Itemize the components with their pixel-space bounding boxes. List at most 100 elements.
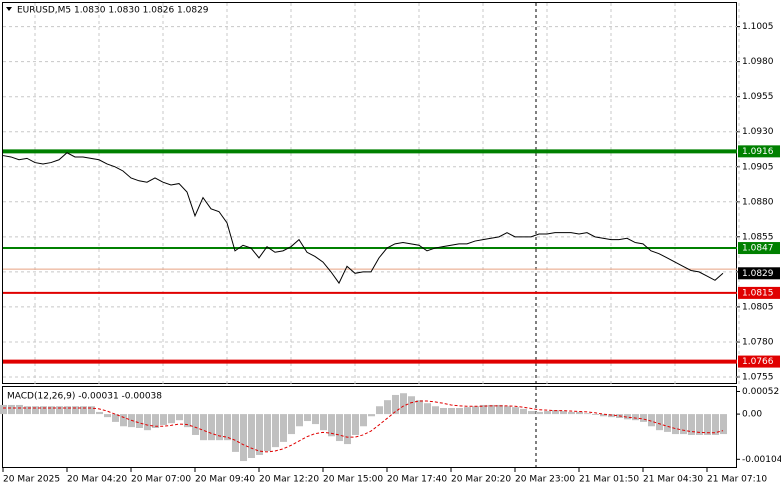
x-tick-label: 21 Mar 07:10 <box>707 475 767 485</box>
macd-bar <box>176 414 183 421</box>
macd-bar <box>400 393 407 415</box>
macd-bar <box>600 414 607 417</box>
chart-title: EURUSD,M5 1.0830 1.0830 1.0826 1.0829 <box>17 6 209 16</box>
macd-bar <box>384 400 391 415</box>
macd-bar <box>624 414 631 420</box>
macd-bar <box>544 411 551 415</box>
x-tick-label: 20 Mar 20:20 <box>451 475 511 485</box>
macd-bar <box>576 411 583 415</box>
macd-bar <box>64 406 71 415</box>
x-tick-label: 20 Mar 15:00 <box>323 475 383 485</box>
macd-bar <box>416 400 423 415</box>
level-label: 1.0916 <box>742 147 774 157</box>
macd-bar <box>160 414 167 425</box>
level-label-box <box>738 267 780 280</box>
macd-bar <box>288 414 295 435</box>
macd-bar <box>392 394 399 415</box>
macd-bar <box>88 406 95 415</box>
macd-bar <box>144 414 151 431</box>
signal-line <box>3 400 724 453</box>
macd-bar <box>112 414 119 422</box>
macd-bar <box>16 404 23 415</box>
y-tick-label: 1.0855 <box>742 232 774 242</box>
macd-bar <box>352 414 359 435</box>
macd-bar <box>264 414 271 452</box>
y-tick-label: -0.00104 <box>742 455 781 465</box>
macd-bar <box>152 414 159 428</box>
macd-bar <box>200 414 207 441</box>
macd-bar <box>376 406 383 415</box>
macd-bar <box>208 414 215 441</box>
macd-bar <box>192 414 199 435</box>
macd-bar <box>0 404 7 415</box>
macd-bar <box>424 403 431 415</box>
macd-bar <box>304 414 311 422</box>
macd-bar <box>672 414 679 435</box>
macd-bar <box>480 404 487 415</box>
x-tick-label: 20 Mar 09:40 <box>195 475 255 485</box>
macd-bar <box>456 408 463 415</box>
macd-bar <box>8 404 15 415</box>
macd-bar <box>712 414 719 435</box>
macd-bar <box>560 411 567 415</box>
level-label: 1.0847 <box>742 244 774 254</box>
macd-bar <box>368 414 375 417</box>
x-tick-label: 20 Mar 2025 <box>3 475 60 485</box>
y-tick-label: 1.0780 <box>742 337 774 347</box>
macd-bar <box>528 411 535 415</box>
macd-bar <box>704 414 711 435</box>
macd-bar <box>696 414 703 435</box>
x-tick-label: 21 Mar 01:50 <box>579 475 639 485</box>
y-tick-label: 0.00 <box>742 410 762 420</box>
macd-bar <box>552 410 559 415</box>
macd-bar <box>432 406 439 415</box>
macd-bar <box>720 414 727 435</box>
macd-bar <box>648 414 655 427</box>
y-tick-label: 1.0930 <box>742 127 774 137</box>
level-label-box <box>738 145 780 158</box>
y-tick-label: 0.00052 <box>742 387 779 397</box>
y-tick-label: 1.0955 <box>742 92 774 102</box>
macd-bar <box>568 411 575 415</box>
macd-bar <box>136 414 143 428</box>
macd-bar <box>448 408 455 415</box>
macd-bar <box>592 414 599 415</box>
x-tick-label: 20 Mar 12:20 <box>259 475 319 485</box>
macd-bar <box>536 411 543 415</box>
macd-bar <box>224 414 231 441</box>
macd-bar <box>584 413 591 415</box>
macd-bar <box>440 408 447 415</box>
macd-frame <box>2 386 737 468</box>
macd-bar <box>336 414 343 442</box>
macd-bar <box>656 414 663 431</box>
macd-bar <box>688 414 695 435</box>
y-tick-label: 1.0805 <box>742 302 774 312</box>
macd-bar <box>472 406 479 415</box>
macd-bar <box>632 414 639 421</box>
x-tick-label: 20 Mar 04:20 <box>67 475 127 485</box>
macd-bar <box>504 406 511 415</box>
level-label: 1.0815 <box>742 288 774 298</box>
macd-title: MACD(12,26,9) -0.00031 -0.00038 <box>7 392 162 402</box>
macd-bar <box>272 414 279 448</box>
macd-bar <box>328 414 335 437</box>
y-tick-label: 1.0905 <box>742 162 774 172</box>
macd-bar <box>240 414 247 462</box>
macd-bar <box>48 406 55 415</box>
macd-bar <box>320 414 327 431</box>
macd-bar <box>664 414 671 432</box>
y-tick-label: 1.0980 <box>742 57 774 67</box>
macd-bar <box>280 414 287 442</box>
x-tick-label: 21 Mar 04:30 <box>643 475 703 485</box>
macd-bar <box>232 414 239 452</box>
level-label: 1.0829 <box>742 269 774 279</box>
macd-bar <box>184 414 191 428</box>
menu-triangle <box>6 7 12 11</box>
price-line <box>2 152 724 285</box>
macd-bar <box>608 414 615 418</box>
level-label-box <box>738 286 780 299</box>
macd-bar <box>40 406 47 415</box>
macd-bar <box>24 406 31 415</box>
